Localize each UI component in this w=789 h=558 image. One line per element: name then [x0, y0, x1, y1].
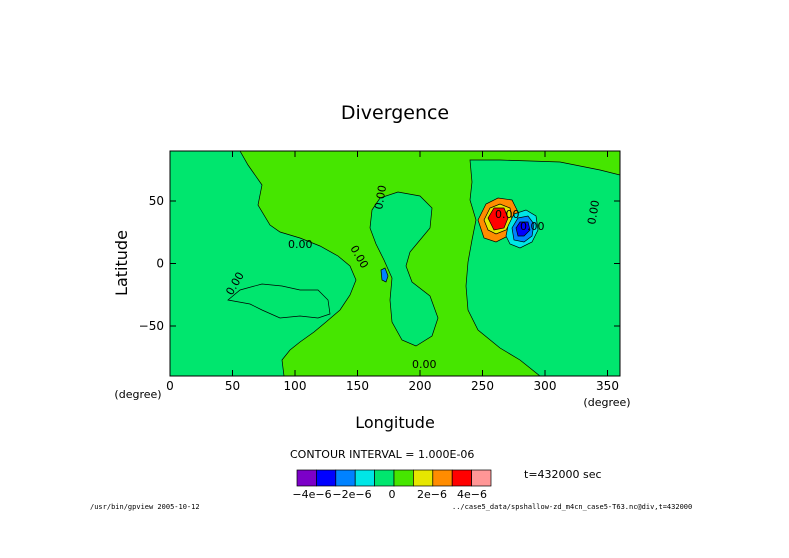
field-regions: 0.000.000.000.000.000.000.000.00	[170, 151, 620, 376]
x-tick-label: 100	[284, 379, 307, 393]
y-tick-label: 50	[149, 194, 164, 208]
colorbar-swatch	[335, 469, 356, 487]
contour-interval-label: CONTOUR INTERVAL = 1.000E-06	[290, 448, 475, 461]
contour-label: 0.00	[288, 238, 313, 251]
x-axis: 0 50 100 150 200 250 300 350	[166, 151, 619, 393]
x-tick-label: 200	[409, 379, 432, 393]
region-positive-core	[487, 207, 509, 231]
colorbar-swatch	[451, 469, 472, 487]
region-centre	[369, 191, 439, 347]
contour-label: 0.00	[585, 199, 602, 225]
time-label: t=432000 sec	[524, 468, 602, 481]
contour-label: 0.00	[372, 184, 389, 210]
x-tick-label: 50	[225, 379, 240, 393]
colorbar: −4e−6 −2e−6 0 2e−6 4e−6	[292, 469, 492, 501]
region-negative-core	[515, 221, 531, 237]
region-small-negative	[380, 267, 389, 283]
field-area: 0.000.000.000.000.000.000.000.00	[170, 151, 620, 376]
y-tick-label: −50	[139, 319, 164, 333]
x-tick-label: 250	[471, 379, 494, 393]
colorbar-swatch	[374, 469, 395, 487]
y-axis: −50 0 50	[139, 194, 620, 333]
footer-left: /usr/bin/gpview 2005-10-12	[90, 503, 200, 511]
region-centre-left	[227, 283, 331, 319]
y-tick-label: 0	[156, 257, 164, 271]
colorbar-swatch	[296, 469, 317, 487]
colorbar-tick-label: 0	[389, 488, 396, 501]
contour-label: 0.00	[495, 208, 520, 221]
x-tick-label: 0	[166, 379, 174, 393]
footer-right: ../case5_data/spshallow-zd_m4cn_case5-T6…	[452, 503, 693, 511]
region-upper-left	[170, 151, 357, 376]
colorbar-tick-label: 2e−6	[417, 488, 447, 501]
contour-label: 0.00	[412, 358, 437, 371]
colorbar-swatch	[354, 469, 375, 487]
y-axis-unit: (degree)	[114, 388, 161, 401]
x-axis-label: Longitude	[355, 413, 435, 432]
contour-label: 0.00	[520, 220, 545, 233]
colorbar-tick-label: −2e−6	[332, 488, 371, 501]
colorbar-swatch	[393, 469, 414, 487]
colorbar-swatch	[432, 469, 453, 487]
x-tick-label: 350	[596, 379, 619, 393]
x-tick-label: 150	[346, 379, 369, 393]
x-tick-label: 300	[534, 379, 557, 393]
x-axis-unit: (degree)	[583, 396, 630, 409]
colorbar-swatch	[471, 469, 492, 487]
colorbar-swatch	[413, 469, 434, 487]
colorbar-swatch	[316, 469, 337, 487]
colorbar-tick-label: 4e−6	[457, 488, 487, 501]
y-axis-label: Latitude	[112, 230, 131, 296]
colorbar-tick-label: −4e−6	[292, 488, 331, 501]
chart-title: Divergence	[341, 102, 449, 124]
